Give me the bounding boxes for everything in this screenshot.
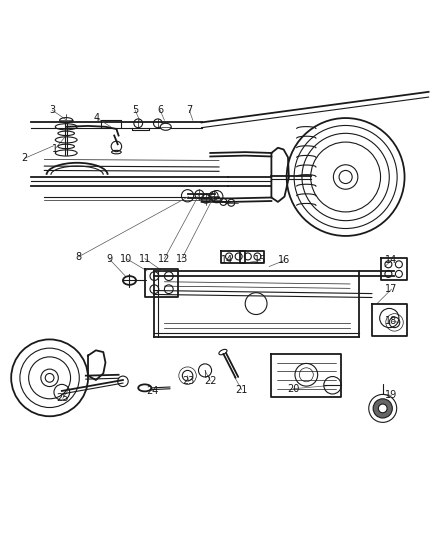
Text: 17: 17 <box>385 284 398 294</box>
Text: 9: 9 <box>106 254 112 264</box>
Text: 20: 20 <box>287 384 300 394</box>
Text: 2: 2 <box>21 153 28 163</box>
Text: 25: 25 <box>57 393 69 403</box>
Text: 23: 23 <box>182 376 194 386</box>
Text: 15: 15 <box>254 255 267 265</box>
Text: 19: 19 <box>385 390 398 400</box>
Text: 14: 14 <box>221 255 233 265</box>
Ellipse shape <box>123 276 136 285</box>
Text: 3: 3 <box>49 105 55 115</box>
Text: 7: 7 <box>186 105 192 115</box>
Circle shape <box>378 404 387 413</box>
Text: 22: 22 <box>204 376 216 386</box>
Circle shape <box>373 399 392 418</box>
Ellipse shape <box>138 384 151 391</box>
Text: 18: 18 <box>385 316 398 326</box>
Text: 10: 10 <box>120 254 133 264</box>
Text: 14: 14 <box>385 255 398 265</box>
Text: 1: 1 <box>52 143 58 154</box>
Text: 11: 11 <box>139 254 151 264</box>
Text: 24: 24 <box>146 386 159 396</box>
Text: 8: 8 <box>75 252 81 262</box>
Text: 16: 16 <box>279 255 291 265</box>
Ellipse shape <box>160 123 171 130</box>
Text: 12: 12 <box>158 254 171 264</box>
Text: 21: 21 <box>236 385 248 394</box>
Text: 4: 4 <box>94 113 100 123</box>
Text: 13: 13 <box>176 254 188 264</box>
Text: 5: 5 <box>132 105 138 115</box>
Text: 6: 6 <box>157 105 163 115</box>
